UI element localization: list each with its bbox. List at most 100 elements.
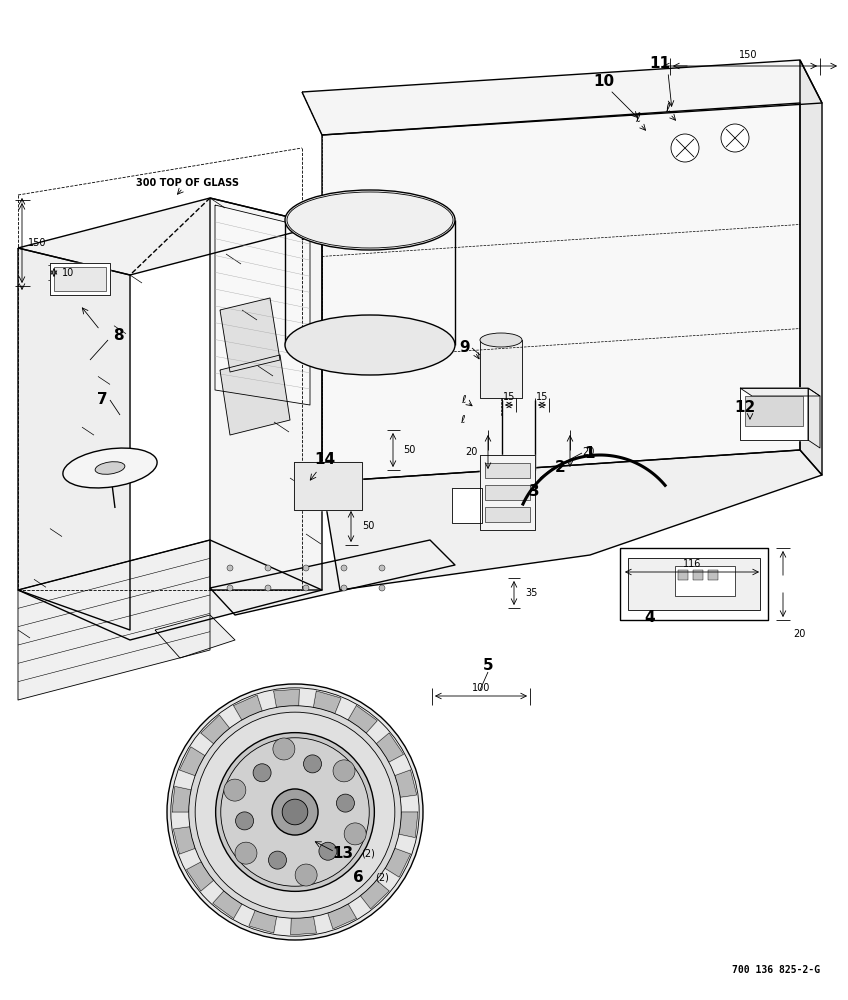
Polygon shape xyxy=(395,770,416,797)
Text: 6: 6 xyxy=(353,870,364,886)
Circle shape xyxy=(304,755,321,773)
Text: 35: 35 xyxy=(525,588,538,598)
Polygon shape xyxy=(201,715,230,744)
Circle shape xyxy=(236,812,254,830)
Text: 20: 20 xyxy=(466,447,478,457)
Text: 150: 150 xyxy=(28,238,47,248)
Circle shape xyxy=(379,585,385,591)
Text: 10: 10 xyxy=(594,75,615,90)
Ellipse shape xyxy=(295,864,317,886)
Circle shape xyxy=(215,733,374,891)
Ellipse shape xyxy=(285,315,455,375)
Circle shape xyxy=(195,712,395,912)
Bar xyxy=(628,558,760,610)
Polygon shape xyxy=(50,263,110,295)
Circle shape xyxy=(269,851,287,869)
Polygon shape xyxy=(620,548,768,620)
Polygon shape xyxy=(173,827,195,854)
Bar xyxy=(54,267,106,291)
Circle shape xyxy=(227,585,233,591)
Text: 14: 14 xyxy=(315,452,336,468)
Text: 4: 4 xyxy=(644,609,656,624)
Polygon shape xyxy=(210,198,322,590)
Polygon shape xyxy=(172,786,191,812)
Text: 3: 3 xyxy=(528,485,539,499)
Polygon shape xyxy=(274,689,299,707)
Bar xyxy=(675,566,735,596)
Ellipse shape xyxy=(235,842,257,864)
Text: 700 136 825-2-G: 700 136 825-2-G xyxy=(732,965,820,975)
Circle shape xyxy=(341,565,347,571)
Polygon shape xyxy=(294,462,362,510)
Text: ℓ: ℓ xyxy=(666,102,671,114)
Text: 150: 150 xyxy=(739,50,757,60)
Text: 116: 116 xyxy=(683,559,701,569)
Polygon shape xyxy=(215,205,310,405)
Text: 50: 50 xyxy=(403,445,416,455)
Polygon shape xyxy=(210,540,455,615)
Ellipse shape xyxy=(273,738,295,760)
Polygon shape xyxy=(399,812,418,838)
Polygon shape xyxy=(220,298,280,372)
Polygon shape xyxy=(385,848,410,877)
Circle shape xyxy=(282,799,308,825)
Text: ℓ: ℓ xyxy=(460,395,466,405)
Circle shape xyxy=(220,738,369,886)
Text: 2: 2 xyxy=(555,460,566,476)
Polygon shape xyxy=(328,904,356,929)
Circle shape xyxy=(303,585,309,591)
Circle shape xyxy=(265,585,271,591)
Text: 15: 15 xyxy=(503,392,516,402)
Polygon shape xyxy=(480,455,535,530)
Text: 5: 5 xyxy=(483,658,494,672)
Circle shape xyxy=(189,706,401,918)
Ellipse shape xyxy=(333,760,355,782)
Bar xyxy=(485,463,530,478)
Polygon shape xyxy=(800,60,822,475)
Ellipse shape xyxy=(480,333,522,347)
Polygon shape xyxy=(291,917,316,935)
Polygon shape xyxy=(18,540,210,700)
Ellipse shape xyxy=(63,448,157,488)
Circle shape xyxy=(265,565,271,571)
Ellipse shape xyxy=(285,190,455,250)
Circle shape xyxy=(303,565,309,571)
Polygon shape xyxy=(377,733,404,762)
Circle shape xyxy=(721,124,749,152)
Polygon shape xyxy=(322,450,822,590)
Bar xyxy=(693,570,703,580)
Ellipse shape xyxy=(95,462,125,474)
Text: ℓ: ℓ xyxy=(635,111,640,124)
Text: 300 TOP OF GLASS: 300 TOP OF GLASS xyxy=(137,178,239,188)
Text: 50: 50 xyxy=(362,521,374,531)
Text: 15: 15 xyxy=(536,392,548,402)
Bar xyxy=(745,396,803,426)
Ellipse shape xyxy=(224,779,246,801)
Polygon shape xyxy=(233,695,262,720)
Ellipse shape xyxy=(344,823,366,845)
Circle shape xyxy=(253,764,271,782)
Polygon shape xyxy=(213,891,242,918)
Circle shape xyxy=(272,789,318,835)
Text: 100: 100 xyxy=(471,683,490,693)
Polygon shape xyxy=(480,340,522,398)
Text: 13: 13 xyxy=(332,846,354,860)
Text: (2): (2) xyxy=(361,848,375,858)
Polygon shape xyxy=(18,198,322,275)
Text: (2): (2) xyxy=(375,873,389,883)
Polygon shape xyxy=(18,540,322,640)
Polygon shape xyxy=(740,388,820,396)
Text: 8: 8 xyxy=(113,328,123,342)
Text: 20: 20 xyxy=(582,447,594,457)
Polygon shape xyxy=(452,488,482,523)
Polygon shape xyxy=(249,911,276,933)
Text: 1: 1 xyxy=(585,446,595,460)
Text: 7: 7 xyxy=(97,392,108,408)
Polygon shape xyxy=(18,248,130,630)
Polygon shape xyxy=(322,103,800,482)
Circle shape xyxy=(227,565,233,571)
Text: 12: 12 xyxy=(734,399,756,414)
Bar xyxy=(708,570,718,580)
Polygon shape xyxy=(314,691,341,713)
Polygon shape xyxy=(302,60,822,135)
